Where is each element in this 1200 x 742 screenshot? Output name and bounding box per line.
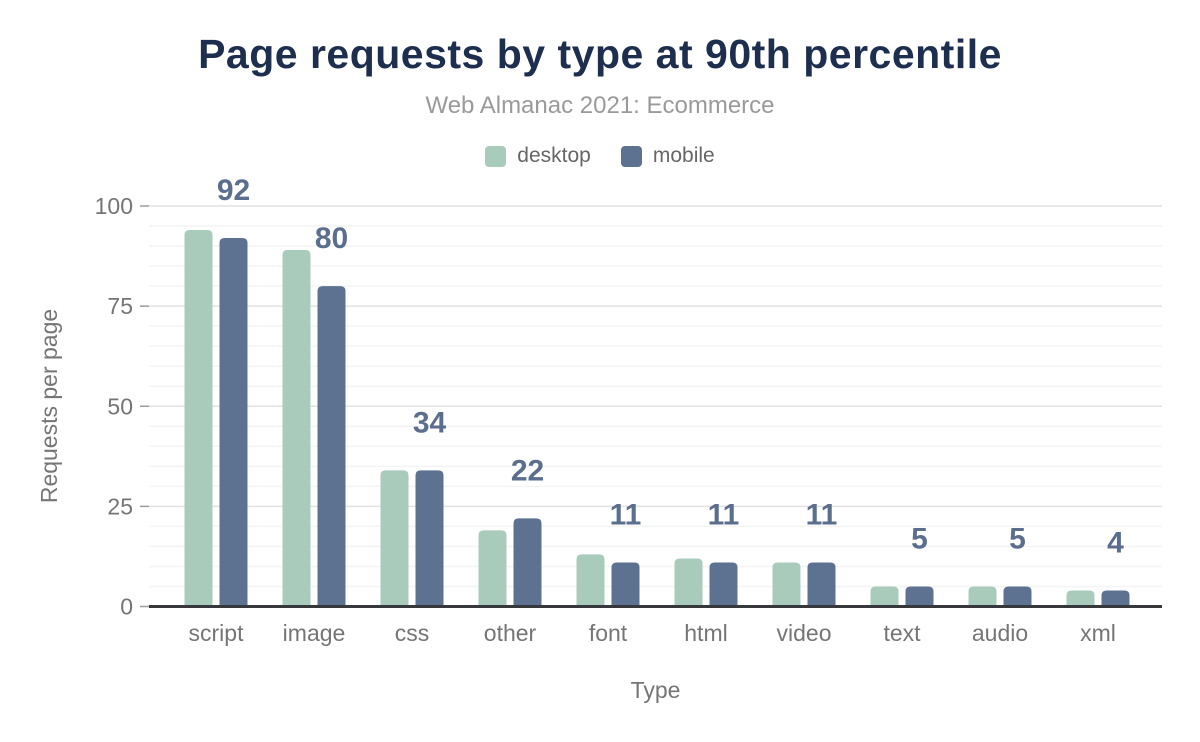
- bar-mobile-font: [611, 562, 640, 607]
- chart-subtitle: Web Almanac 2021: Ecommerce: [425, 92, 775, 119]
- x-category-label: image: [283, 620, 346, 646]
- bar-value-label: 11: [806, 498, 838, 531]
- x-category-label: font: [589, 620, 628, 646]
- bar-desktop-audio: [968, 586, 997, 607]
- y-tick-label: 75: [107, 293, 133, 319]
- bar-mobile-audio: [1003, 586, 1032, 607]
- legend-swatch-mobile: [620, 145, 642, 167]
- legend-label-desktop: desktop: [517, 144, 591, 167]
- y-tick-label: 100: [95, 193, 133, 219]
- chart-title: Page requests by type at 90th percentile: [198, 31, 1002, 77]
- x-axis-title: Type: [631, 677, 681, 703]
- legend: desktop mobile: [0, 144, 1200, 168]
- x-category-label: xml: [1080, 620, 1116, 646]
- x-category-label: other: [484, 620, 537, 646]
- bar-mobile-script: [219, 238, 248, 607]
- bar-value-label: 80: [315, 222, 348, 255]
- bar-desktop-text: [870, 586, 899, 607]
- legend-item-desktop: desktop: [485, 144, 591, 168]
- bar-value-label: 22: [511, 454, 544, 487]
- bar-desktop-xml: [1066, 590, 1095, 607]
- x-category-label: css: [395, 620, 430, 646]
- bar-value-label: 5: [911, 522, 928, 555]
- bar-mobile-video: [807, 562, 836, 607]
- legend-swatch-desktop: [485, 145, 507, 167]
- bar-desktop-image: [282, 250, 311, 607]
- y-tick-label: 25: [107, 493, 133, 519]
- bar-value-label: 34: [413, 406, 447, 439]
- bar-mobile-html: [709, 562, 738, 607]
- bar-mobile-other: [513, 518, 542, 607]
- legend-item-mobile: mobile: [620, 144, 715, 168]
- bar-desktop-html: [674, 558, 703, 607]
- legend-label-mobile: mobile: [652, 144, 715, 167]
- bar-desktop-css: [380, 470, 409, 607]
- bar-value-label: 5: [1009, 522, 1026, 555]
- bar-value-label: 11: [610, 498, 642, 531]
- bar-desktop-script: [184, 230, 213, 607]
- bar-value-label: 4: [1107, 526, 1124, 559]
- bar-mobile-text: [905, 586, 934, 607]
- x-category-label: text: [883, 620, 921, 646]
- y-tick-label: 50: [107, 393, 133, 419]
- bar-desktop-font: [576, 554, 605, 607]
- x-category-label: script: [189, 620, 245, 646]
- bar-value-label: 92: [217, 174, 250, 207]
- x-category-label: audio: [972, 620, 1028, 646]
- bar-mobile-css: [415, 470, 444, 607]
- x-category-label: video: [777, 620, 832, 646]
- bar-desktop-video: [772, 562, 801, 607]
- y-axis-title: Requests per page: [36, 309, 62, 503]
- bar-mobile-xml: [1101, 590, 1130, 607]
- y-tick-label: 0: [120, 594, 133, 620]
- bar-mobile-image: [317, 286, 346, 607]
- bar-desktop-other: [478, 530, 507, 607]
- x-category-label: html: [684, 620, 727, 646]
- bar-value-label: 11: [708, 498, 740, 531]
